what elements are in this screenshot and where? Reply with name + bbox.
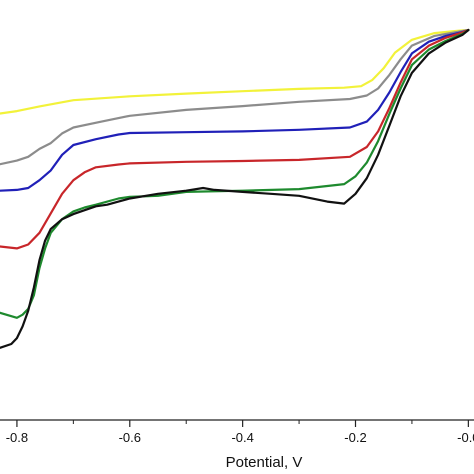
series-line-5: [0, 28, 470, 349]
series-line-1: [0, 28, 470, 166]
series-line-2: [0, 28, 470, 192]
x-tick-label: -0.4: [231, 430, 253, 445]
series-line-3: [0, 28, 470, 250]
series-line-0: [0, 28, 470, 115]
x-tick-label: -0.0: [457, 430, 474, 445]
x-tick-label: -0.2: [344, 430, 366, 445]
x-axis-ticks: -0.8 -0.6 -0.4 -0.2 -0.0: [6, 420, 474, 445]
x-tick-label: -0.8: [6, 430, 28, 445]
series-line-4: [0, 28, 470, 319]
x-tick-label: -0.6: [119, 430, 141, 445]
series-layer: [0, 28, 470, 349]
x-axis-label: Potential, V: [226, 454, 303, 471]
